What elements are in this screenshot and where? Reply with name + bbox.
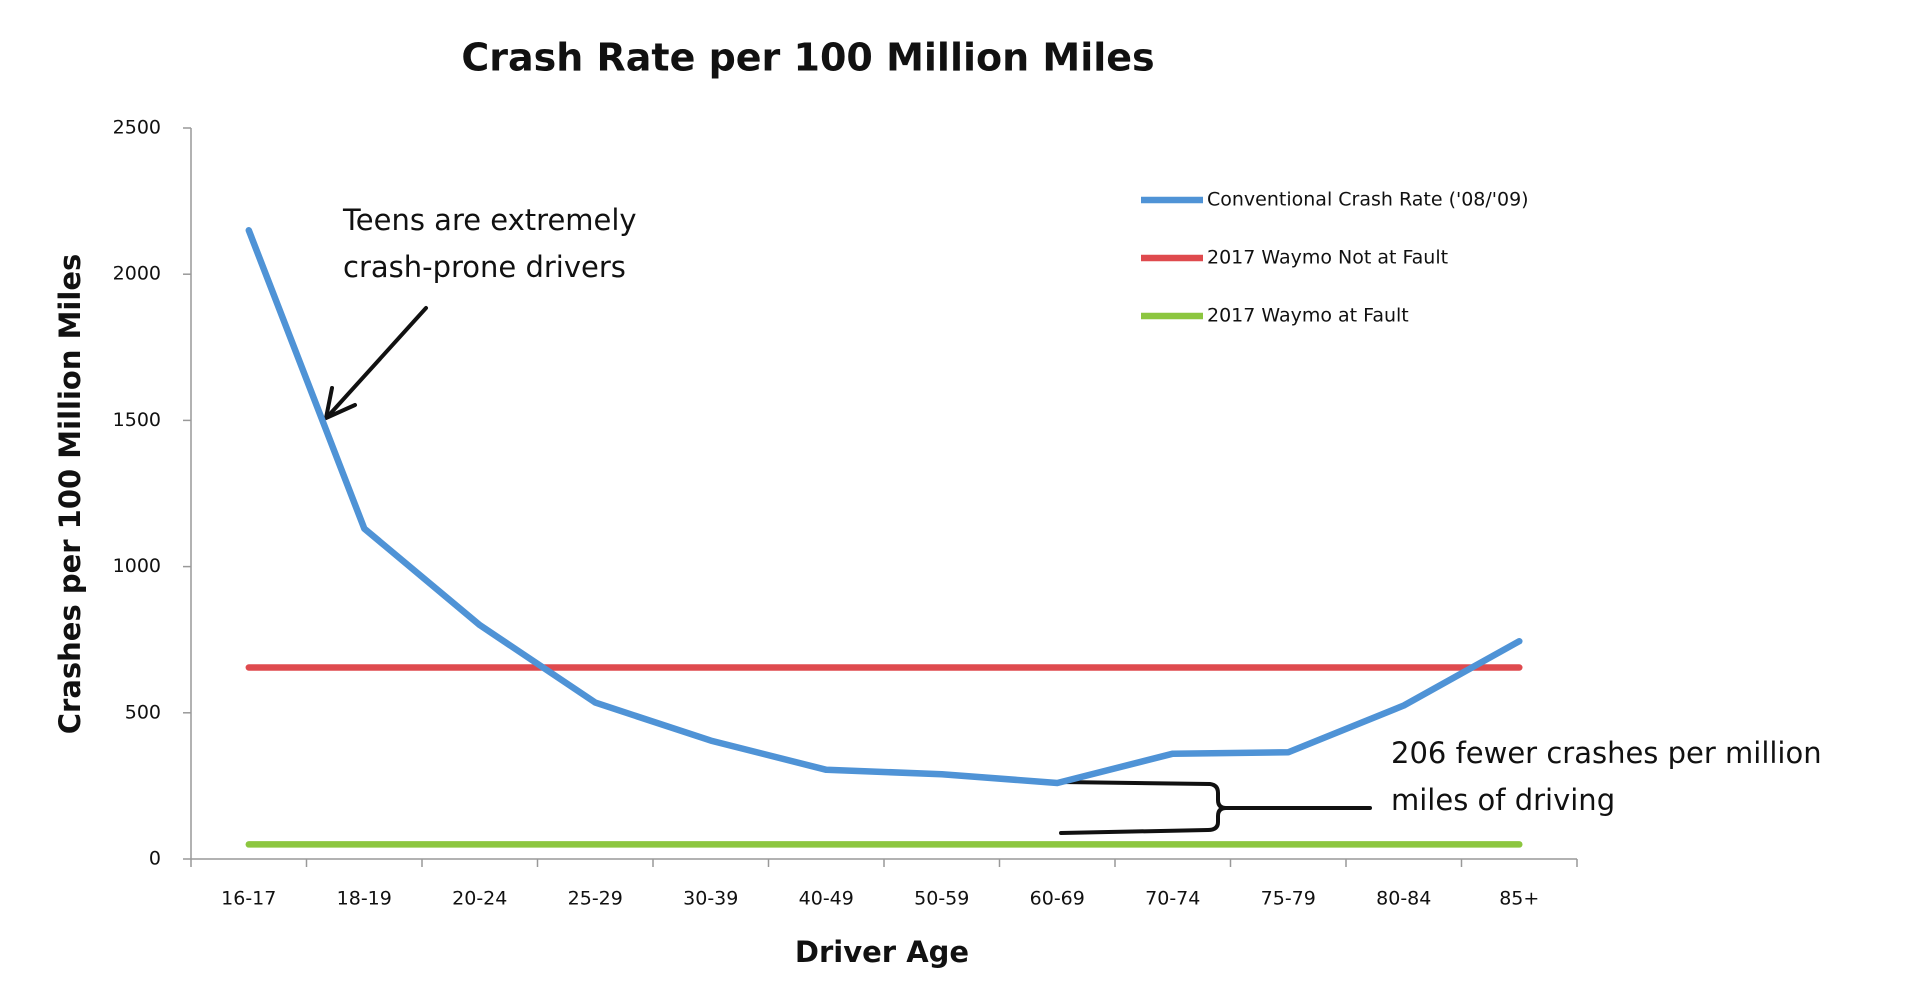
annotation: miles of driving <box>1391 783 1615 817</box>
x-tick-label: 70-74 <box>1145 888 1200 910</box>
x-tick-label: 30-39 <box>683 888 738 910</box>
x-axis-label: Driver Age <box>795 935 969 969</box>
y-tick-label: 1000 <box>113 555 161 577</box>
x-tick-label: 75-79 <box>1261 888 1316 910</box>
y-tick-label: 0 <box>149 848 161 870</box>
legend-label: Conventional Crash Rate ('08/'09) <box>1207 189 1529 211</box>
x-tick-label: 16-17 <box>221 888 276 910</box>
x-tick-label: 85+ <box>1499 888 1539 910</box>
legend-label: 2017 Waymo at Fault <box>1207 305 1409 327</box>
chart-title: Crash Rate per 100 Million Miles <box>461 36 1154 80</box>
bracket <box>1059 780 1372 835</box>
x-tick-label: 25-29 <box>568 888 623 910</box>
legend-label: 2017 Waymo Not at Fault <box>1207 247 1448 269</box>
y-tick-label: 2500 <box>113 117 161 139</box>
x-tick-label: 20-24 <box>452 888 507 910</box>
x-tick-label: 50-59 <box>914 888 969 910</box>
annotation-arrows <box>324 306 1372 835</box>
arrow-head <box>324 386 357 420</box>
series-line <box>245 227 1523 787</box>
x-tick-label: 60-69 <box>1030 888 1085 910</box>
y-axis-label: Crashes per 100 Million Miles <box>53 254 87 735</box>
y-tick-label: 1500 <box>113 409 161 431</box>
annotation: crash-prone drivers <box>343 250 626 284</box>
annotation: Teens are extremely <box>342 203 637 237</box>
x-tick-label: 40-49 <box>799 888 854 910</box>
x-tick-label: 80-84 <box>1376 888 1431 910</box>
y-tick-label: 500 <box>125 701 161 723</box>
arrow-line <box>328 306 428 416</box>
y-tick-label: 2000 <box>113 263 161 285</box>
x-tick-label: 18-19 <box>337 888 392 910</box>
annotation: 206 fewer crashes per million <box>1391 736 1822 770</box>
